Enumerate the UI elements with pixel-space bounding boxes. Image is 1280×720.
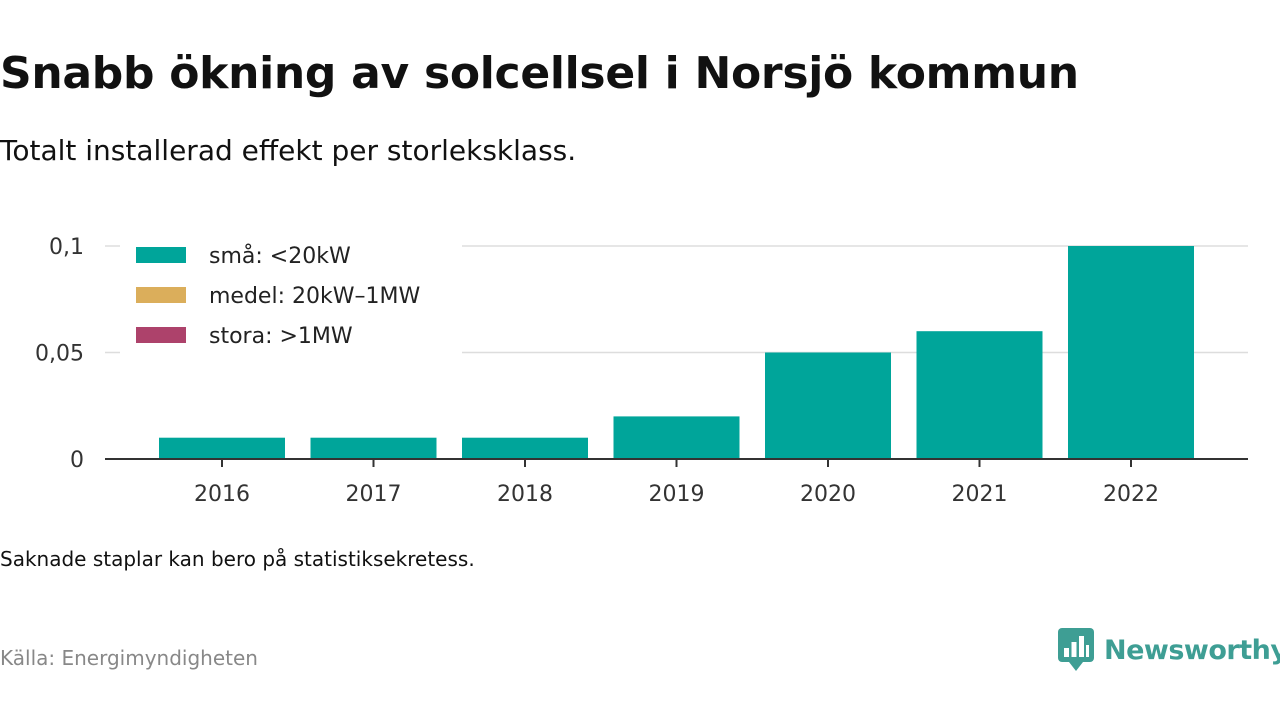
x-tick-label: 2017 <box>346 482 402 507</box>
bar <box>159 437 285 459</box>
bar-chart: 2016 2017 2018 2019 2020 2021 2022 0 0,05 0,1 sm… <box>35 234 1248 507</box>
legend-label: medel: 20kW–1MW <box>209 284 420 309</box>
brand-name: Newsworthy <box>1104 634 1280 666</box>
chart-subtitle: Totalt installerad effekt per storlekskl… <box>0 134 577 167</box>
bar <box>1068 246 1194 459</box>
chart-title: Snabb ökning av solcellsel i Norsjö komm… <box>0 48 1079 99</box>
x-tick-label: 2018 <box>497 482 553 507</box>
x-axis: 2016 2017 2018 2019 2020 2021 2022 <box>105 458 1248 507</box>
bars <box>159 246 1194 459</box>
legend-swatch <box>136 287 186 303</box>
footnote: Saknade staplar kan bero på statistiksek… <box>0 547 475 571</box>
source-label: Källa: Energimyndigheten <box>0 646 258 670</box>
bar <box>462 437 588 459</box>
y-axis: 0 0,05 0,1 <box>35 235 84 473</box>
x-tick-label: 2020 <box>800 482 856 507</box>
legend-swatch <box>136 327 186 343</box>
x-tick-label: 2022 <box>1103 482 1159 507</box>
legend-label: små: <20kW <box>209 243 351 269</box>
bar <box>613 416 740 459</box>
x-tick-label: 2021 <box>952 482 1008 507</box>
y-tick-label: 0,1 <box>49 235 84 260</box>
legend-label: stora: >1MW <box>209 324 353 349</box>
bar <box>765 352 891 459</box>
y-tick-label: 0 <box>70 448 84 473</box>
y-tick-label: 0,05 <box>35 342 84 367</box>
newsworthy-logo-icon <box>1058 628 1094 671</box>
brand-logo: Newsworthy <box>1058 628 1280 672</box>
bar <box>310 437 437 459</box>
bar <box>916 331 1043 459</box>
legend-swatch <box>136 247 186 263</box>
x-tick-label: 2016 <box>194 482 250 507</box>
legend: små: <20kW medel: 20kW–1MW stora: >1MW <box>120 234 462 356</box>
x-tick-label: 2019 <box>649 482 705 507</box>
